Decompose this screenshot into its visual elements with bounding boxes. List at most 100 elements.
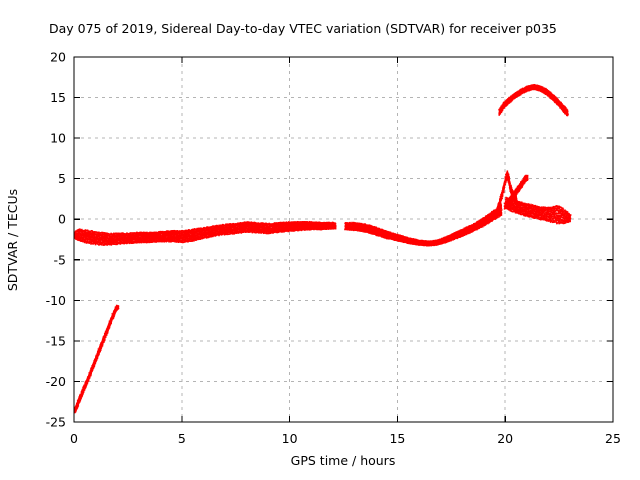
data-point [211, 229, 214, 232]
data-point [234, 232, 236, 234]
data-point [276, 230, 278, 232]
data-point [102, 240, 105, 243]
data-point [97, 241, 100, 244]
data-point [245, 222, 247, 225]
data-point [176, 235, 178, 237]
data-point [183, 234, 185, 236]
data-point [262, 231, 265, 233]
data-point [298, 224, 301, 227]
data-point [110, 236, 113, 238]
data-point [100, 345, 102, 348]
data-point [176, 236, 179, 239]
data-point [76, 232, 78, 234]
data-point [283, 221, 285, 224]
data-point [203, 233, 206, 235]
data-point [117, 305, 120, 307]
data-point [105, 240, 108, 242]
data-point [169, 231, 172, 233]
data-point [135, 232, 137, 235]
data-point [107, 234, 110, 237]
data-point [147, 241, 149, 244]
data-point [143, 240, 146, 243]
data-point [195, 236, 198, 238]
data-point [199, 232, 201, 235]
data-point [266, 232, 268, 235]
data-point [277, 231, 280, 233]
data-point [291, 224, 294, 227]
data-point [244, 231, 247, 233]
data-point [125, 236, 127, 238]
data-point [196, 236, 199, 239]
data-point [75, 238, 77, 240]
data-point [114, 311, 116, 314]
data-point [191, 238, 193, 240]
data-point [110, 321, 112, 323]
data-point [149, 241, 152, 243]
data-point [108, 320, 111, 322]
data-point [153, 234, 155, 237]
data-point [206, 229, 208, 231]
data-point [268, 222, 270, 225]
data-point [248, 221, 251, 224]
data-point [124, 235, 126, 237]
data-point [209, 230, 212, 232]
data-point [168, 241, 170, 243]
data-point [126, 236, 128, 239]
data-point [292, 229, 295, 231]
data-point [246, 230, 248, 232]
data-point [89, 234, 91, 236]
data-point [227, 223, 229, 226]
data-point [175, 240, 177, 242]
data-point [224, 225, 227, 227]
data-point [276, 229, 278, 231]
data-point [99, 240, 101, 242]
data-point [266, 231, 268, 234]
data-point [177, 232, 180, 235]
data-point [262, 229, 264, 231]
data-point [305, 223, 307, 226]
data-point [134, 235, 136, 238]
data-point [104, 243, 106, 246]
data-point [75, 233, 78, 236]
data-point [221, 225, 223, 227]
data-point [173, 230, 176, 232]
data-point [191, 235, 194, 237]
data-point [315, 224, 317, 227]
data-point [99, 348, 102, 351]
data-point [85, 382, 87, 384]
data-point [211, 227, 214, 229]
data-point [84, 234, 87, 236]
data-point [151, 238, 154, 241]
data-point [200, 227, 202, 230]
data-point [126, 240, 129, 242]
data-point [215, 226, 218, 228]
data-point [253, 231, 255, 233]
data-point [224, 230, 227, 233]
data-point [81, 390, 83, 392]
data-point [113, 235, 115, 238]
data-point [87, 231, 90, 234]
data-point [262, 222, 265, 225]
data-point [178, 239, 180, 242]
data-point [297, 227, 300, 230]
data-point [158, 237, 160, 239]
data-point [221, 228, 224, 231]
data-point [87, 241, 89, 243]
data-point [105, 241, 107, 244]
data-point [111, 243, 113, 245]
data-point [114, 235, 117, 238]
data-point [170, 232, 172, 235]
data-point [126, 242, 129, 244]
data-point [120, 236, 122, 239]
data-point [256, 231, 259, 233]
data-point [140, 234, 142, 236]
data-point [201, 231, 204, 233]
data-point [92, 234, 94, 236]
data-point [171, 236, 173, 239]
data-point [256, 225, 258, 227]
data-point [237, 227, 240, 230]
data-point [319, 224, 322, 227]
data-point [240, 229, 243, 231]
data-point [136, 242, 138, 244]
data-point [139, 231, 142, 234]
